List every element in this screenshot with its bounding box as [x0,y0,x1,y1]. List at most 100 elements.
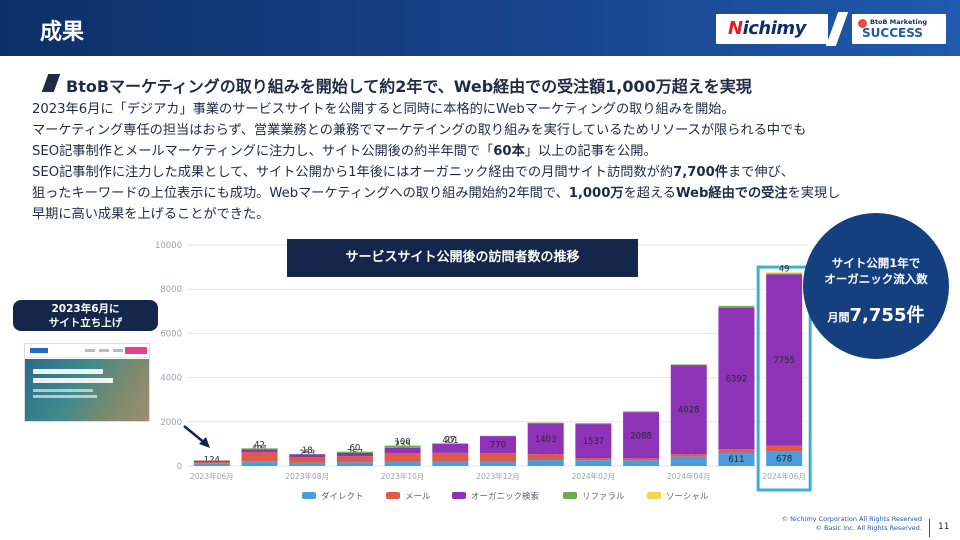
bar-segment [289,462,326,466]
bar-segment [766,445,803,452]
logo-dot-icon [858,19,867,28]
bar-segment [623,412,660,459]
bar-segment [575,423,612,425]
y-tick-label: 4000 [160,374,182,384]
y-tick-label: 10000 [155,241,182,251]
legend-label: ダイレクト [321,491,364,502]
bar-segment [670,454,707,457]
chart-title: サービスサイト公開後の訪問者数の推移 [287,239,638,277]
body-line: 2023年6月に「デジアカ」事業のサービスサイトを公開すると同時に本格的にWeb… [32,102,735,117]
data-label: 7755 [773,356,795,366]
bar-segment [193,461,230,464]
bar-segment [766,272,803,274]
bar-segment [432,444,469,453]
bar-segment [193,463,230,466]
bar-segment [384,447,421,454]
bar-segment [670,365,707,455]
bar-segment [766,274,803,446]
legend-label: メール [405,492,431,502]
bar-segment [432,443,469,445]
bar-segment [527,460,564,466]
bar-segment [336,462,373,466]
y-tick-label: 8000 [160,285,182,295]
nichimy-logo: Nichimy [716,14,828,44]
copyright: © Nichimy Corporation All Rights Reserve… [781,515,922,532]
launch-tag: 2023年6月に サイト立ち上げ [13,300,158,331]
bar-segment [336,456,373,463]
y-tick-label: 2000 [160,418,182,428]
bar-segment [432,452,469,462]
bar-segment [241,449,278,453]
bar-segment [241,452,278,462]
legend-swatch [647,492,661,499]
bar-segment [575,458,612,461]
highlight-box [756,265,812,492]
headline: BtoBマーケティングの取り組みを開始して約2年で、Web経由での受注額1,00… [66,77,752,96]
x-tick-label: 2024年02月 [572,471,616,481]
legend-label: ソーシャル [666,492,709,502]
header-bar: 成果 Nichimy BtoB Marketing SUCCESS [0,0,960,56]
body-line: SEO記事制作とメールマーケティングに注力し、サイト公開後の約半年間で「60本」… [32,144,657,159]
x-tick-label: 2023年06月 [190,471,234,481]
x-tick-label: 2023年08月 [285,471,329,481]
legend-label: リファラル [582,492,625,502]
legend-swatch [302,492,316,499]
bar-segment [766,451,803,466]
bar-segment [623,460,660,466]
x-tick-label: 2023年12月 [476,471,520,481]
data-label: 2088 [630,431,652,441]
bar-segment [718,307,755,450]
bar-segment [432,461,469,466]
data-label: 18 [302,446,313,456]
footer-divider [929,519,930,537]
bar-segment [289,456,326,463]
bar-segment [527,454,564,461]
data-label: 100 [394,438,410,448]
legend-swatch [563,492,577,499]
bar-segment [384,461,421,466]
bar-segment [193,460,230,462]
data-label: 6392 [726,375,748,385]
bar-segment [336,451,373,453]
launch-arrow-head-icon [199,437,210,448]
bar-segment [527,423,564,455]
bar-segment [718,305,755,308]
bar-segment [480,453,516,462]
page-number: 11 [938,522,950,532]
bar-segment [480,461,516,466]
legend-label: オーガニック検索 [471,491,539,502]
bar-segment [575,460,612,466]
bar-segment [766,273,803,275]
legend-swatch [386,492,400,499]
bar-segment [575,424,612,459]
bar-segment [480,436,516,454]
bar-segment [623,411,660,413]
body-line: マーケティング専任の担当はおらず、営業業務との兼務でマーケテイングの取り組みを実… [32,123,807,138]
bar-segment [289,454,326,457]
x-tick-label: 2023年10月 [381,471,425,481]
bar-segment [623,458,660,461]
bar-segment [670,456,707,466]
data-label: 1403 [535,435,557,445]
data-label: 678 [776,455,792,465]
bar-segment [670,364,707,366]
body-line: 早期に高い成果を上げることができた。 [32,207,270,222]
highlight-circle: サイト公開1年で オーガニック流入数 月間7,755件 [803,213,949,359]
page-title: 成果 [40,20,85,45]
body-line: 狙ったキーワードの上位表示にも成功。Webマーケティングへの取り組み開始約2年間… [32,186,841,201]
data-label: 60 [350,444,361,454]
data-label: 27 [445,435,456,445]
bar-segment [241,461,278,466]
btob-success-logo: BtoB Marketing SUCCESS [852,14,946,44]
body-line: SEO記事制作に注力した成果として、サイト公開から1年後にはオーガニック経由での… [32,165,794,180]
body-text: 2023年6月に「デジアカ」事業のサービスサイトを公開すると同時に本格的にWeb… [32,99,942,225]
bar-segment [384,453,421,462]
data-label: 401 [442,436,458,446]
data-label: 235 [394,440,410,450]
data-label: 4028 [678,406,700,416]
bar-segment [241,448,278,450]
bar-segment [336,452,373,457]
y-tick-label: 6000 [160,329,182,339]
data-label: 770 [490,441,506,451]
